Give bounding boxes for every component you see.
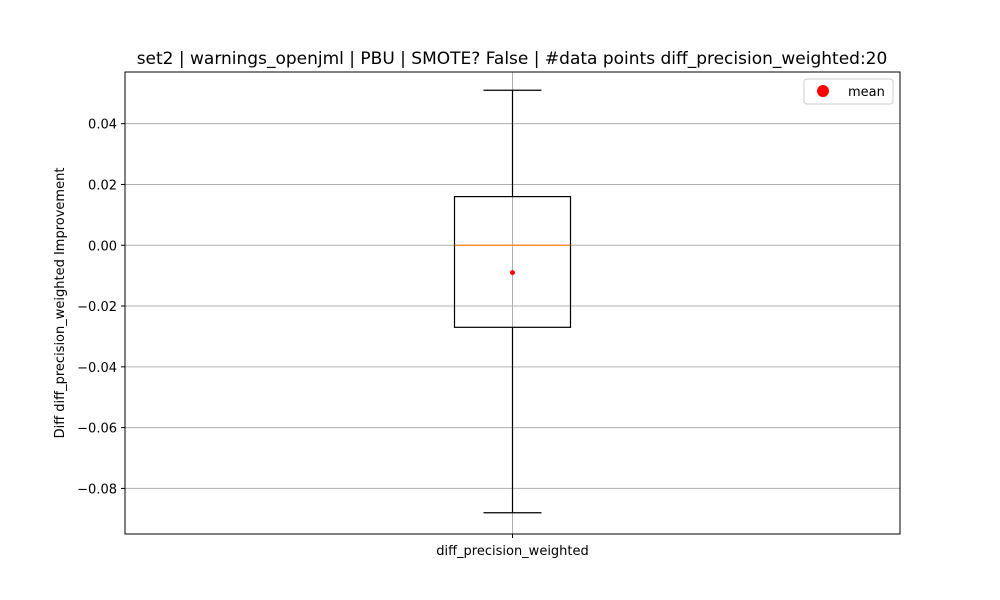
legend: mean xyxy=(803,78,894,105)
mean-point xyxy=(510,270,515,276)
legend-frame xyxy=(803,78,894,105)
box-series xyxy=(453,89,572,514)
legend-mean-label: mean xyxy=(848,85,885,100)
box-iqr xyxy=(453,196,572,328)
y-axis-label: Diff diff_precision_weighted Improvement xyxy=(53,168,68,439)
chart-title: set2 | warnings_openjml | PBU | SMOTE? F… xyxy=(137,49,888,69)
y-tick-label: −0.04 xyxy=(77,361,117,376)
y-tick-label: −0.02 xyxy=(77,300,117,315)
axis-ticks: 0.04 0.02 0.00 −0.02 −0.04 −0.06 −0.08 diff_pre… xyxy=(77,118,589,559)
x-tick-label: diff_precision_weighted xyxy=(436,544,589,559)
legend-mean-marker xyxy=(817,85,829,97)
y-tick-label: −0.08 xyxy=(77,482,117,497)
y-tick-label: 0.00 xyxy=(88,239,117,254)
y-tick-label: −0.06 xyxy=(77,422,117,437)
y-tick-label: 0.02 xyxy=(88,178,117,193)
y-tick-label: 0.04 xyxy=(88,118,117,133)
